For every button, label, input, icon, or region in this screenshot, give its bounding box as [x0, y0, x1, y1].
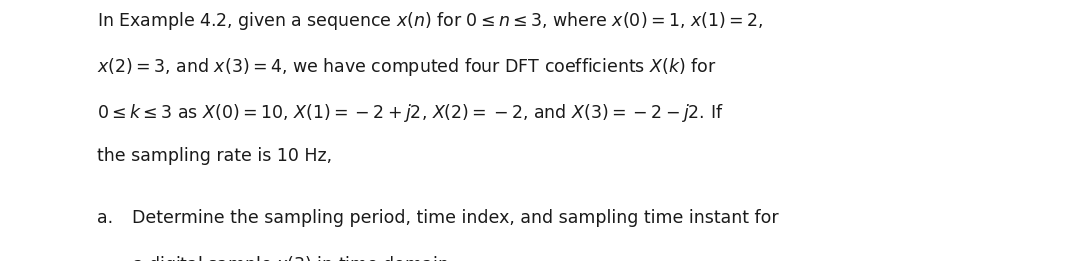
Text: $x(2) = 3$, and $x(3) = 4$, we have computed four DFT coefficients $X(k)$ for: $x(2) = 3$, and $x(3) = 4$, we have comp…	[97, 56, 716, 78]
Text: a digital sample $x(3)$ in time domain.: a digital sample $x(3)$ in time domain.	[132, 254, 453, 261]
Text: $0 \leq k \leq 3$ as $X(0) = 10$, $X(1) = -2+j2$, $X(2) = -2$, and $X(3) = -2-j2: $0 \leq k \leq 3$ as $X(0) = 10$, $X(1) …	[97, 102, 724, 124]
Text: the sampling rate is 10 Hz,: the sampling rate is 10 Hz,	[97, 147, 332, 165]
Text: Determine the sampling period, time index, and sampling time instant for: Determine the sampling period, time inde…	[132, 209, 778, 227]
Text: a.: a.	[97, 209, 113, 227]
Text: In Example 4.2, given a sequence $x(n)$ for $0 \leq n \leq 3$, where $x(0) = 1$,: In Example 4.2, given a sequence $x(n)$ …	[97, 10, 763, 32]
